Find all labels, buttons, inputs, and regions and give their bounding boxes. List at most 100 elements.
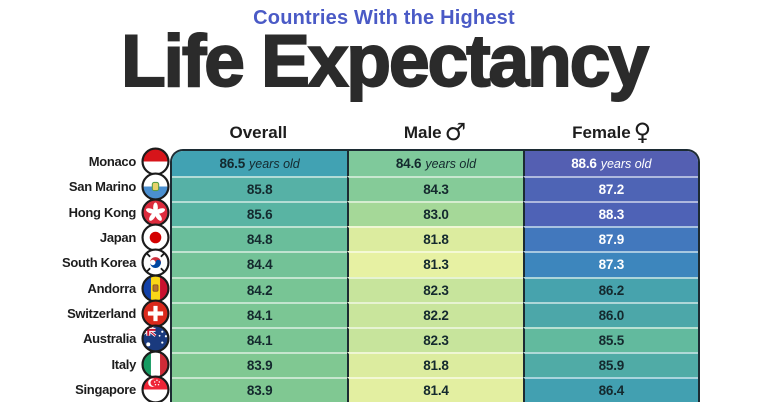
value: 81.8 (423, 357, 449, 373)
cell-monaco-female: 88.6 years old (522, 151, 698, 177)
value: 88.3 (598, 207, 625, 223)
flag-hong-kong-icon (141, 198, 170, 227)
country-row: Japan (0, 223, 171, 252)
value: 84.2 (246, 282, 273, 298)
value: 81.4 (423, 382, 449, 398)
value: 84.4 (246, 257, 273, 273)
value: 86.5 (219, 156, 246, 172)
column-label-female: Female (572, 123, 631, 142)
flag-japan-icon (141, 223, 170, 252)
cell-japan-overall: 84.8 (172, 226, 348, 252)
value: 87.3 (598, 257, 625, 273)
cell-australia-male: 82.3 (347, 326, 523, 352)
flag-switzerland-icon (141, 299, 170, 328)
value: 85.5 (598, 332, 625, 348)
value: 82.3 (423, 282, 449, 298)
country-label: Australia (83, 331, 136, 347)
female-symbol-icon: ♀ (633, 118, 652, 146)
column-header-overall: Overall (170, 117, 347, 149)
country-label: Andorra (87, 280, 137, 296)
flag-australia-icon (141, 324, 170, 353)
value: 84.6 (395, 156, 422, 172)
cell-japan-male: 81.8 (347, 226, 523, 252)
cell-andorra-overall: 84.2 (172, 276, 348, 302)
country-row: South Korea (0, 248, 171, 277)
value: 83.9 (246, 382, 273, 398)
cell-hong-kong-overall: 85.6 (172, 201, 348, 227)
value: 86.2 (598, 282, 625, 298)
value: 81.8 (423, 232, 449, 248)
cell-andorra-male: 82.3 (347, 276, 523, 302)
flag-singapore-icon (141, 375, 170, 402)
value: 88.6 (571, 156, 597, 172)
cell-south-korea-male: 81.3 (347, 251, 523, 277)
country-label: Monaco (88, 154, 137, 170)
cell-switzerland-female: 86.0 (522, 301, 698, 327)
cell-singapore-male: 81.4 (347, 376, 523, 402)
cell-italy-overall: 83.9 (172, 351, 348, 377)
page-title: Life Expectancy (120, 21, 650, 102)
column-header-male: Male ♂ (347, 117, 524, 149)
value: 82.3 (423, 332, 449, 348)
cell-monaco-overall: 86.5 years old (172, 151, 348, 177)
country-label: Singapore (75, 381, 136, 397)
country-row: Australia (0, 324, 171, 353)
country-label: Switzerland (67, 305, 136, 321)
country-row: Monaco (0, 147, 171, 176)
value: 83.9 (246, 357, 273, 373)
country-row: Andorra (0, 274, 171, 303)
cell-switzerland-male: 82.2 (347, 301, 523, 327)
cell-australia-female: 85.5 (522, 326, 698, 352)
country-row: Italy (0, 349, 171, 379)
male-symbol-icon: ♂ (444, 118, 467, 146)
column-headers: Overall Male ♂ Female ♀ (170, 117, 700, 149)
cell-hong-kong-male: 83.0 (347, 201, 523, 227)
value: 86.4 (598, 382, 625, 398)
value: 84.8 (246, 232, 273, 248)
value: 85.8 (246, 182, 273, 198)
life-expectancy-table: 86.5 years old 84.6 years old 88.6 years… (170, 149, 700, 402)
value: 85.6 (246, 207, 273, 223)
value: 84.1 (246, 307, 273, 323)
unit-label: years old (249, 156, 300, 171)
unit-label: years old (600, 156, 652, 171)
unit-label: years old (425, 156, 477, 171)
value: 86.0 (598, 307, 625, 323)
value: 84.3 (423, 182, 449, 198)
cell-south-korea-female: 87.3 (522, 251, 698, 277)
column-header-female: Female ♀ (523, 117, 700, 149)
cell-italy-female: 85.9 (522, 351, 698, 377)
country-label: Hong Kong (68, 204, 137, 220)
column-label-overall: Overall (229, 123, 288, 142)
cell-andorra-female: 86.2 (522, 276, 698, 302)
cell-italy-male: 81.8 (347, 351, 523, 377)
value: 83.0 (423, 207, 449, 223)
country-row: San Marino (0, 172, 171, 201)
column-label-male: Male (403, 123, 442, 142)
cell-san-marino-overall: 85.8 (172, 176, 348, 202)
country-row: Singapore (0, 375, 171, 402)
subtitle: Countries With the Highest (253, 7, 515, 29)
value: 85.9 (598, 357, 625, 373)
country-label: Japan (99, 230, 136, 246)
cell-japan-female: 87.9 (522, 226, 698, 252)
cell-singapore-female: 86.4 (522, 376, 698, 402)
value: 87.2 (598, 182, 625, 198)
cell-singapore-overall: 83.9 (172, 376, 348, 402)
country-label: San Marino (68, 179, 136, 195)
country-label: South Korea (62, 255, 136, 271)
value: 81.3 (423, 257, 449, 273)
cell-monaco-male: 84.6 years old (347, 151, 523, 177)
cell-san-marino-male: 84.3 (347, 176, 523, 202)
cell-switzerland-overall: 84.1 (172, 301, 348, 327)
value: 82.2 (423, 307, 449, 323)
country-row: Switzerland (0, 299, 171, 328)
country-row: Hong Kong (0, 198, 171, 227)
cell-hong-kong-female: 88.3 (522, 201, 698, 227)
cell-australia-overall: 84.1 (172, 326, 348, 352)
country-label: Italy (111, 356, 136, 372)
flag-south-korea-icon (141, 248, 170, 277)
cell-san-marino-female: 87.2 (522, 176, 698, 202)
value: 84.1 (246, 332, 273, 348)
country-list: Monaco San Marino Hong Kong (0, 147, 171, 402)
